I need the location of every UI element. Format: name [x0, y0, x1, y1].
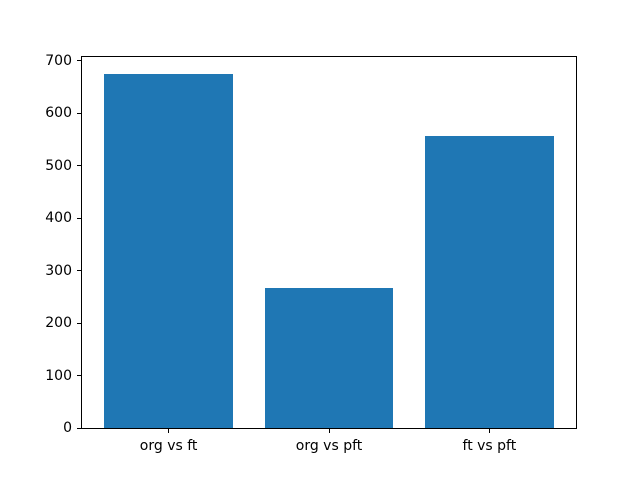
- x-tick-mark: [168, 429, 170, 433]
- bar-org-vs-ft: [104, 73, 233, 428]
- y-tick-label: 600: [45, 105, 72, 122]
- y-tick-label: 200: [45, 315, 72, 332]
- x-tick-label: org vs pft: [295, 438, 363, 454]
- y-tick-label: 400: [45, 210, 72, 227]
- bar-org-vs-pft: [264, 288, 394, 428]
- y-tick-mark: [77, 322, 81, 324]
- y-tick-mark: [77, 270, 81, 272]
- y-tick-label: 0: [63, 420, 72, 436]
- y-tick-mark: [77, 112, 81, 114]
- y-tick-label: 100: [45, 367, 72, 384]
- y-tick-mark: [77, 165, 81, 167]
- bar-ft-vs-pft: [425, 135, 554, 428]
- y-tick-mark: [77, 217, 81, 219]
- plot-area: 0 100 200 300 400 500 600 700 org vs ft org vs pf…: [45, 53, 577, 454]
- y-tick-label: 300: [45, 262, 72, 279]
- y-tick-mark: [77, 375, 81, 377]
- y-tick-mark: [77, 427, 81, 429]
- x-tick-label: ft vs pft: [462, 438, 517, 454]
- y-tick-mark: [77, 60, 81, 62]
- y-tick-label: 500: [45, 157, 72, 174]
- x-tick-mark: [488, 429, 490, 433]
- y-tick-label: 700: [45, 52, 72, 69]
- x-tick-mark: [328, 429, 330, 433]
- x-tick-label: org vs ft: [139, 438, 198, 454]
